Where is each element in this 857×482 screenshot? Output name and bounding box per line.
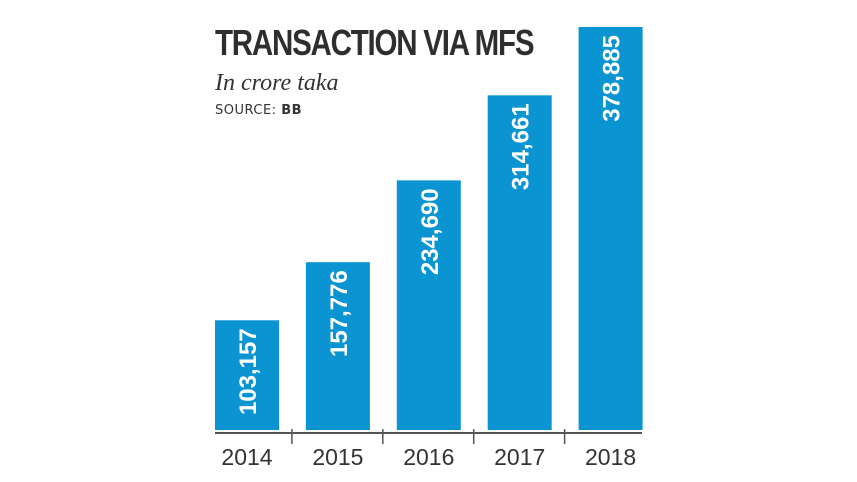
x-tick-label: 2014 — [221, 444, 272, 470]
chart-subtitle: In crore taka — [215, 70, 339, 96]
data-label: 234,690 — [417, 188, 444, 275]
x-tick-label: 2018 — [585, 444, 636, 470]
x-tick-label: 2016 — [403, 444, 454, 470]
chart-title: TRANSACTION VIA MFS — [215, 22, 535, 63]
data-label: 157,776 — [326, 270, 353, 357]
source-value: BB — [281, 103, 303, 118]
data-label: 103,157 — [235, 328, 262, 415]
bar-2015 — [305, 262, 370, 430]
x-tick-label: 2017 — [494, 444, 545, 470]
bar-2018 — [578, 27, 643, 430]
chart-source: SOURCE: BB — [215, 103, 302, 118]
bar-2014 — [215, 320, 279, 430]
bar-2017 — [487, 95, 552, 431]
data-label: 378,885 — [599, 35, 626, 122]
data-label: 314,661 — [508, 103, 535, 190]
x-tick-label: 2015 — [312, 444, 363, 470]
source-label: SOURCE: — [215, 103, 277, 118]
bar-2016 — [396, 180, 461, 430]
